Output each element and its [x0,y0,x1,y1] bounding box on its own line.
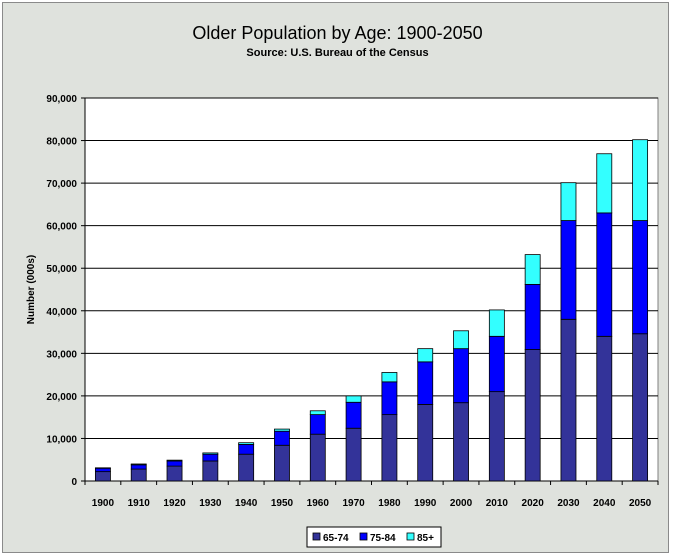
y-tick-label: 40,000 [46,307,77,318]
x-tick-label: 2000 [450,498,473,509]
bar-65-74-2020 [524,349,541,482]
bar-75-84-2020 [524,283,541,350]
y-tick-label: 60,000 [46,222,77,233]
chart-subtitle: Source: U.S. Bureau of the Census [246,47,429,59]
bar-65-74-1930 [202,460,219,482]
x-tick-label: 1900 [92,498,115,509]
legend [306,526,442,548]
legend-label-85+: 85+ [417,533,434,544]
bar-65-74-1940 [238,453,255,482]
bar-65-74-2000 [453,402,469,482]
bar-75-84-1900 [94,467,111,473]
bar-85+-2020 [524,254,541,285]
bar-65-74-1970 [345,427,362,482]
bar-75-84-1960 [309,414,326,435]
bar-75-84-1950 [274,430,290,446]
x-tick-label: 1950 [271,498,294,509]
y-tick-label: 50,000 [46,264,77,275]
bar-75-84-1910 [130,464,147,470]
bar-75-84-2040 [596,212,613,337]
legend-swatch-75-84 [359,532,368,541]
x-tick-label: 1990 [414,498,437,509]
y-tick-label: 0 [71,477,77,488]
bar-75-84-2030 [560,220,577,320]
bar-75-84-1970 [345,401,362,429]
bar-65-74-2010 [488,391,505,482]
bar-85+-1980 [381,372,398,383]
bar-65-74-2040 [596,335,613,482]
x-tick-label: 1930 [199,498,222,509]
bar-75-84-2050 [632,220,649,335]
x-tick-label: 2050 [629,498,652,509]
y-tick-label: 90,000 [46,94,77,105]
bar-75-84-1990 [417,361,434,405]
legend-swatch-85+ [406,532,415,541]
y-tick-label: 30,000 [46,349,77,360]
y-tick-label: 80,000 [46,137,77,148]
bar-75-84-1930 [202,453,219,462]
legend-swatch-65-74 [312,532,321,541]
x-tick-label: 2040 [593,498,616,509]
bar-75-84-1920 [166,460,183,467]
bar-65-74-1950 [274,444,290,482]
x-tick-label: 1960 [307,498,330,509]
bar-75-84-1980 [381,381,398,416]
bar-85+-1910 [130,463,147,466]
bar-85+-2030 [560,182,577,221]
x-tick-label: 1910 [128,498,151,509]
bar-65-74-2030 [560,318,577,482]
legend-label-65-74: 65-74 [323,533,349,544]
stacked-bar-chart: 0 10,000 20,000 30,000 40,000 50,000 60,000 70,… [26,94,659,548]
bar-65-74-1960 [309,433,326,482]
x-tick-label: 2020 [522,498,545,509]
y-axis-label: Number (000s) [26,255,37,324]
bar-65-74-1980 [381,414,398,482]
bar-85+-2000 [453,330,469,350]
y-tick-label: 70,000 [46,179,77,190]
bar-75-84-2000 [453,348,469,404]
bar-65-74-1990 [417,403,434,482]
bar-65-74-2050 [632,333,649,482]
bar-65-74-1920 [166,465,183,482]
bar-65-74-1900 [94,471,111,482]
bar-85+-2050 [632,139,649,221]
x-tick-label: 1980 [378,498,401,509]
y-tick-label: 10,000 [46,434,77,445]
legend-label-75-84: 75-84 [370,533,396,544]
bar-85+-1950 [274,428,290,432]
chart-title: Older Population by Age: 1900-2050 [192,23,483,43]
x-tick-label: 2030 [557,498,580,509]
x-tick-label: 1920 [163,498,186,509]
bar-85+-1960 [309,410,326,416]
bar-75-84-2010 [488,335,505,393]
y-tick-label: 20,000 [46,392,77,403]
bar-85+-1970 [345,395,362,403]
bar-85+-1990 [417,348,434,363]
x-tick-label: 2010 [486,498,509,509]
bar-85+-2010 [488,309,505,337]
bar-85+-1920 [166,459,183,462]
bar-65-74-1910 [130,468,147,482]
bar-85+-1930 [202,452,219,455]
bar-85+-2040 [596,153,613,214]
bar-85+-1940 [238,442,255,445]
x-tick-label: 1970 [342,498,365,509]
x-tick-label: 1940 [235,498,258,509]
bar-75-84-1940 [238,444,255,455]
